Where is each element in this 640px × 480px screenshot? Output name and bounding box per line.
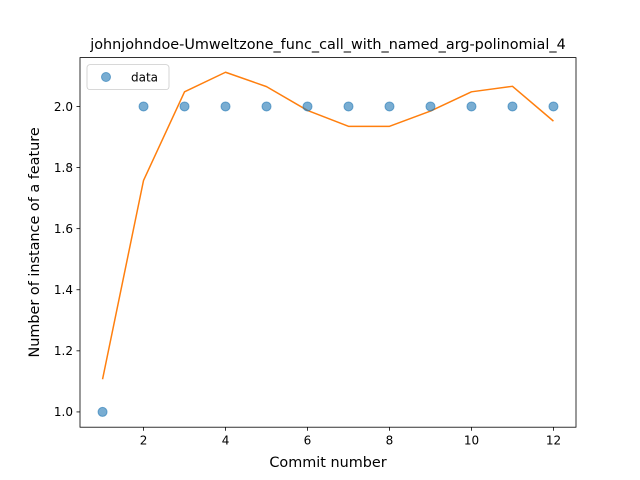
- data-point: [138, 101, 149, 112]
- y-tick-label: 1.2: [54, 344, 73, 358]
- x-tick-label: 2: [140, 434, 148, 448]
- x-tick-label: 8: [386, 434, 394, 448]
- legend-marker: [101, 72, 111, 82]
- y-tick-label: 1.6: [54, 222, 73, 236]
- data-point: [97, 406, 108, 417]
- y-axis-label: Number of instance of a feature: [27, 127, 43, 357]
- ticks-layer: 2 4 6 8 10 12 1.0 1.2 1.4 1.6 1.8 2.0: [54, 100, 561, 448]
- chart-title: johnjohndoe-Umweltzone_func_call_with_na…: [89, 37, 565, 53]
- x-axis-label: Commit number: [269, 455, 386, 471]
- legend-box: [86, 64, 170, 90]
- y-tick-label: 2.0: [54, 100, 73, 114]
- data-point: [261, 101, 272, 112]
- x-tick-label: 6: [304, 434, 312, 448]
- data-point: [507, 101, 518, 112]
- x-tick-label: 10: [464, 434, 479, 448]
- data-point: [302, 101, 313, 112]
- x-tick-label: 12: [546, 434, 561, 448]
- fit-line: [101, 71, 554, 380]
- y-tick-label: 1.0: [54, 405, 73, 419]
- y-tick-label: 1.8: [54, 161, 73, 175]
- y-tick-label: 1.4: [54, 283, 73, 297]
- data-point: [343, 101, 354, 112]
- x-tick-label: 4: [222, 434, 230, 448]
- data-point: [220, 101, 231, 112]
- data-point: [548, 101, 559, 112]
- plot-frame: [79, 57, 577, 428]
- data-point: [466, 101, 477, 112]
- legend: data: [86, 64, 170, 90]
- data-point: [384, 101, 395, 112]
- plot-layer: [97, 71, 559, 417]
- legend-label: data: [131, 71, 158, 85]
- data-point: [425, 101, 436, 112]
- data-point: [179, 101, 190, 112]
